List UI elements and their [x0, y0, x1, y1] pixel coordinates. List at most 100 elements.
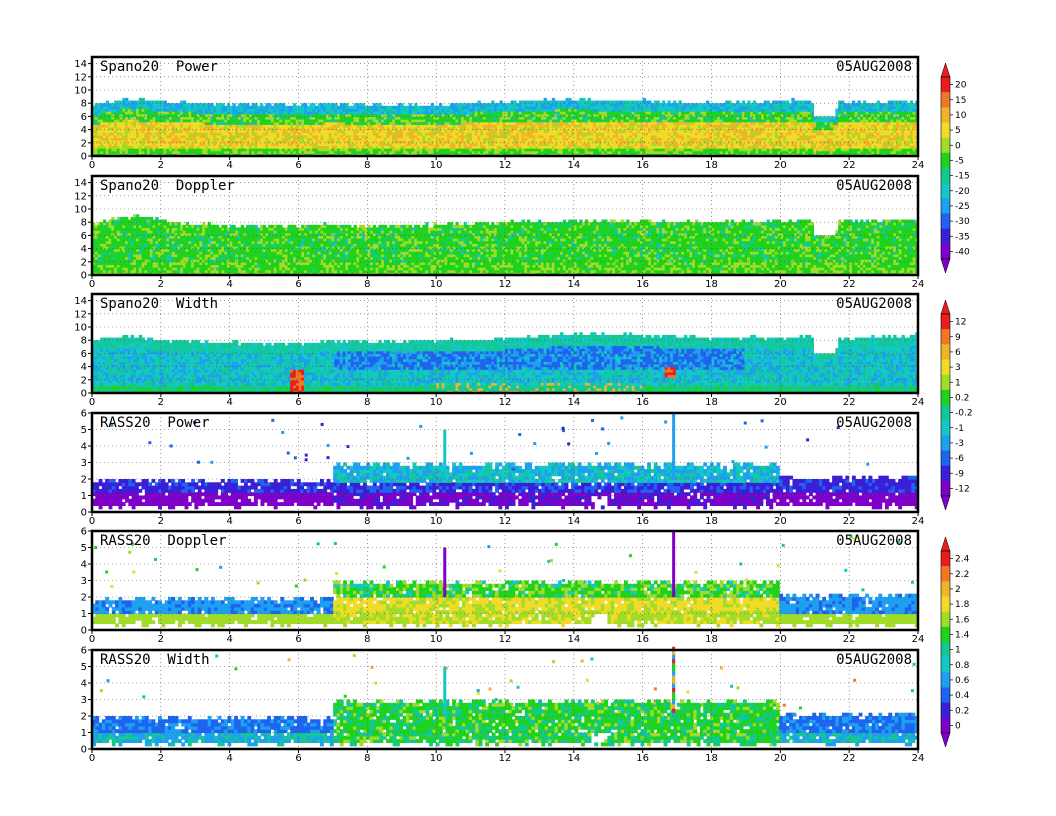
y-tick-label: 3 — [81, 458, 87, 469]
x-tick-label: 20 — [774, 634, 787, 645]
x-tick-label: 0 — [89, 516, 95, 527]
x-tick-label: 24 — [912, 397, 925, 408]
x-tick-label: 4 — [226, 279, 232, 290]
x-tick-label: 0 — [89, 397, 95, 408]
panel-date: 05AUG2008 — [836, 415, 912, 431]
y-tick-label: 0 — [81, 745, 87, 756]
panel-date: 05AUG2008 — [836, 178, 912, 194]
y-tick-label: 3 — [81, 695, 87, 706]
x-tick-label: 20 — [774, 516, 787, 527]
y-tick-label: 1 — [81, 609, 87, 620]
y-tick-label: 2 — [81, 375, 87, 386]
x-tick-label: 24 — [912, 160, 925, 171]
colorbar-swatch — [941, 198, 950, 213]
y-tick-label: 4 — [81, 442, 87, 453]
colorbar-label: -35 — [955, 232, 970, 242]
y-tick-label: 4 — [81, 125, 87, 136]
colorbar-label: 0.6 — [955, 676, 970, 686]
heatmap-field — [92, 98, 919, 157]
x-tick-label: 8 — [364, 397, 370, 408]
colorbar-swatch — [941, 314, 950, 329]
x-tick-label: 2 — [158, 634, 164, 645]
colorbar-swatch — [941, 703, 950, 718]
x-tick-label: 22 — [843, 160, 856, 171]
panel-date: 05AUG2008 — [836, 296, 912, 312]
x-tick-label: 12 — [499, 397, 512, 408]
x-tick-label: 24 — [912, 516, 925, 527]
colorbar-swatch — [941, 92, 950, 107]
y-tick-label: 14 — [74, 59, 87, 70]
colorbar-label: -15 — [955, 172, 970, 182]
x-tick-label: 20 — [774, 753, 787, 764]
colorbar-label: 10 — [955, 111, 967, 121]
y-tick-label: 10 — [74, 86, 87, 97]
y-tick-label: 6 — [81, 409, 87, 420]
colorbar-label: 5 — [955, 126, 961, 136]
colorbar-arrow-top — [941, 537, 950, 551]
x-tick-label: 14 — [567, 279, 580, 290]
x-tick-label: 14 — [567, 160, 580, 171]
colorbar-swatch — [941, 390, 950, 405]
colorbar-swatch — [941, 597, 950, 612]
x-tick-label: 22 — [843, 753, 856, 764]
colorbar-label: 0.4 — [955, 691, 970, 701]
x-tick-label: 12 — [499, 753, 512, 764]
colorbar-swatch — [941, 153, 950, 168]
x-tick-label: 10 — [430, 753, 443, 764]
x-tick-label: 18 — [705, 160, 718, 171]
colorbar-label: -5 — [955, 156, 964, 166]
colorbar-swatch — [941, 123, 950, 138]
y-tick-label: 4 — [81, 362, 87, 373]
x-tick-label: 18 — [705, 397, 718, 408]
panel-title: Spano20 Width — [100, 296, 218, 312]
y-tick-label: 8 — [81, 99, 87, 110]
y-tick-label: 3 — [81, 576, 87, 587]
colorbar-label: 2 — [955, 585, 961, 595]
x-tick-label: 24 — [912, 279, 925, 290]
colorbar-label: -12 — [955, 484, 970, 494]
colorbar-swatch — [941, 138, 950, 153]
y-tick-label: 12 — [74, 72, 87, 83]
x-tick-label: 22 — [843, 516, 856, 527]
colorbar-label: 15 — [955, 96, 966, 106]
x-tick-label: 2 — [158, 397, 164, 408]
panel-title: Spano20 Doppler — [100, 178, 235, 194]
colorbar-swatch — [941, 718, 950, 733]
x-tick-label: 4 — [226, 516, 232, 527]
y-tick-label: 5 — [81, 543, 87, 554]
panel-date: 05AUG2008 — [836, 533, 912, 549]
panel-date: 05AUG2008 — [836, 652, 912, 668]
colorbar-swatch — [941, 688, 950, 703]
colorbar-swatch — [941, 375, 950, 390]
x-tick-label: 16 — [636, 516, 649, 527]
colorbar-swatch — [941, 672, 950, 687]
x-tick-label: 8 — [364, 516, 370, 527]
x-tick-label: 12 — [499, 279, 512, 290]
y-tick-label: 10 — [74, 323, 87, 334]
colorbar-label: 2.4 — [955, 555, 970, 565]
x-tick-label: 22 — [843, 397, 856, 408]
colorbar-swatch — [941, 612, 950, 627]
y-tick-label: 14 — [74, 296, 87, 307]
y-tick-label: 12 — [74, 191, 87, 202]
colorbar-swatch — [941, 244, 950, 259]
x-tick-label: 12 — [499, 160, 512, 171]
x-tick-label: 20 — [774, 397, 787, 408]
x-tick-label: 8 — [364, 753, 370, 764]
x-tick-label: 16 — [636, 160, 649, 171]
x-tick-label: 20 — [774, 279, 787, 290]
x-tick-label: 16 — [636, 397, 649, 408]
colorbar-swatch — [941, 168, 950, 183]
x-tick-label: 18 — [705, 516, 718, 527]
x-tick-label: 0 — [89, 160, 95, 171]
panel-title: RASS20 Power — [100, 415, 210, 431]
colorbar-label: -3 — [955, 439, 964, 449]
colorbar-swatch — [941, 360, 950, 375]
